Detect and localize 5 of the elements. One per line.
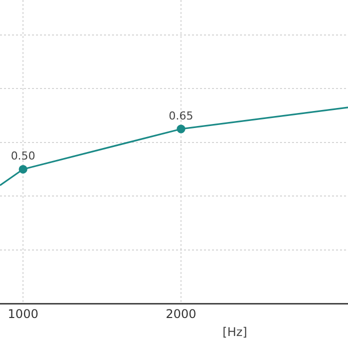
data-label: 0.65: [168, 109, 194, 122]
x-tick-label: 2000: [166, 306, 196, 321]
x-tick-label: 1000: [8, 306, 38, 321]
data-label: 0.50: [10, 150, 36, 163]
x-axis-title: [Hz]: [222, 325, 248, 339]
